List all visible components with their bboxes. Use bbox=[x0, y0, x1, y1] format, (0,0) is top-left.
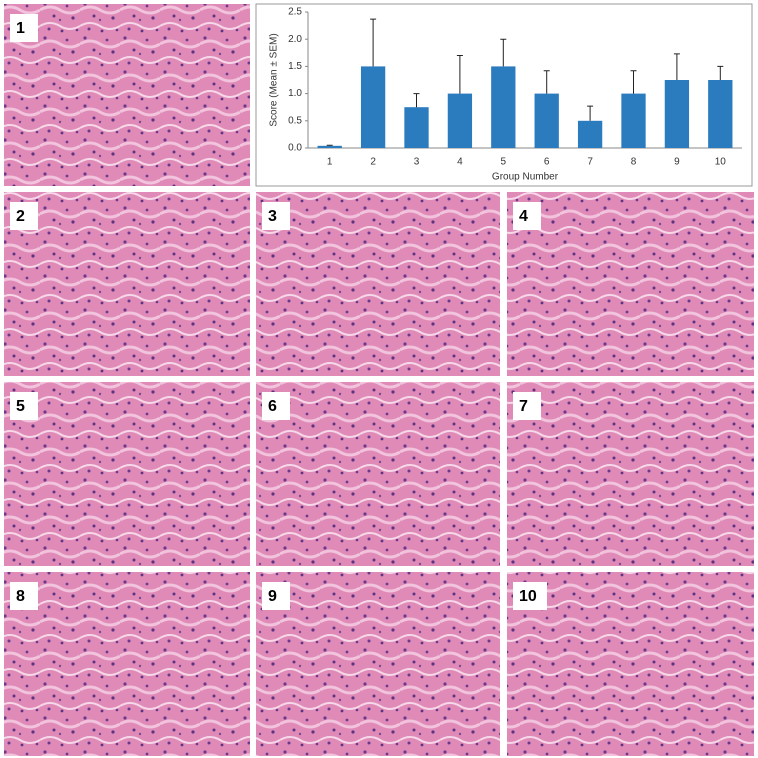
panel-label-box bbox=[10, 202, 38, 230]
bar bbox=[708, 80, 733, 148]
panel-label-box bbox=[262, 202, 290, 230]
error-bar bbox=[587, 105, 594, 121]
panel-label-box bbox=[10, 582, 38, 610]
x-tick-label: 1 bbox=[327, 157, 333, 168]
panel-label: 4 bbox=[519, 208, 528, 225]
x-tick-label: 8 bbox=[631, 157, 637, 168]
x-tick-label: 3 bbox=[414, 157, 420, 168]
error-bar bbox=[543, 70, 550, 94]
histology-image bbox=[256, 382, 500, 566]
panel-label: 8 bbox=[16, 588, 25, 605]
histology-image bbox=[4, 382, 250, 566]
x-axis-title: Group Number bbox=[492, 172, 559, 183]
panel-label: 7 bbox=[519, 398, 528, 415]
panel-label-box bbox=[513, 202, 541, 230]
error-bar bbox=[370, 18, 377, 67]
histology-image bbox=[256, 192, 500, 376]
y-tick-label: 0.5 bbox=[288, 115, 302, 126]
bar bbox=[621, 93, 646, 148]
y-axis-title: Score (Mean ± SEM) bbox=[269, 33, 280, 126]
error-bar bbox=[500, 38, 507, 67]
bar bbox=[577, 120, 603, 148]
panel-label-box bbox=[513, 392, 541, 420]
panel-label: 10 bbox=[519, 588, 537, 605]
panel-label: 2 bbox=[16, 208, 25, 225]
error-bar bbox=[413, 93, 420, 108]
y-tick-label: 0.0 bbox=[288, 143, 302, 154]
y-tick-label: 2.0 bbox=[288, 34, 302, 45]
panel-label: 3 bbox=[268, 208, 277, 225]
bar bbox=[360, 66, 386, 148]
panel-label: 1 bbox=[16, 20, 25, 37]
error-bar bbox=[456, 55, 463, 94]
y-tick-label: 1.5 bbox=[288, 61, 302, 72]
histology-image bbox=[256, 572, 500, 756]
panel-label-box bbox=[262, 582, 290, 610]
x-tick-label: 2 bbox=[370, 157, 376, 168]
panel-label-box bbox=[10, 392, 38, 420]
histology-image bbox=[4, 192, 250, 376]
error-bar bbox=[326, 144, 333, 146]
error-bar bbox=[717, 65, 724, 80]
panel-label-box bbox=[262, 392, 290, 420]
histology-image bbox=[4, 4, 250, 186]
histology-image bbox=[507, 382, 754, 566]
bar bbox=[534, 93, 559, 148]
x-tick-label: 10 bbox=[715, 157, 727, 168]
histology-image bbox=[507, 192, 754, 376]
panel-label-box bbox=[513, 582, 547, 610]
error-bar bbox=[630, 70, 637, 94]
panel-label: 5 bbox=[16, 398, 25, 415]
x-tick-label: 4 bbox=[457, 157, 463, 168]
panel-label: 6 bbox=[268, 398, 277, 415]
x-tick-label: 9 bbox=[674, 157, 680, 168]
x-tick-label: 5 bbox=[501, 157, 507, 168]
y-tick-label: 1.0 bbox=[288, 88, 302, 99]
panel-label: 9 bbox=[268, 588, 277, 605]
x-tick-label: 6 bbox=[544, 157, 550, 168]
y-tick-label: 2.5 bbox=[288, 7, 302, 18]
histology-image bbox=[507, 572, 754, 756]
bar bbox=[317, 145, 342, 148]
bar bbox=[664, 80, 690, 148]
bar bbox=[404, 107, 429, 148]
bar bbox=[491, 66, 516, 148]
error-bar bbox=[673, 53, 680, 80]
histology-image bbox=[4, 572, 250, 756]
panel-label-box bbox=[10, 14, 38, 42]
bar bbox=[447, 93, 473, 148]
x-tick-label: 7 bbox=[587, 157, 593, 168]
